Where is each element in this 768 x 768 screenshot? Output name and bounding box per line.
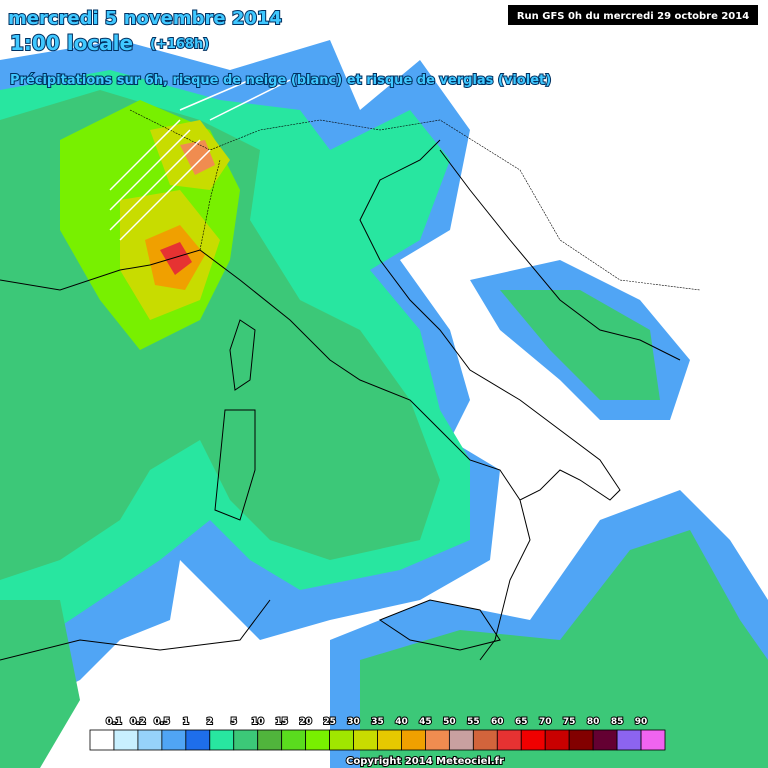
legend-swatch xyxy=(377,729,402,751)
legend-label: 75 xyxy=(563,717,576,727)
legend-label: 45 xyxy=(419,717,432,727)
legend-swatch xyxy=(425,729,450,751)
legend-swatch xyxy=(640,729,666,751)
sardinia xyxy=(214,409,256,521)
africa-coast xyxy=(0,599,271,661)
legend-swatch xyxy=(616,729,642,751)
corsica xyxy=(229,319,256,391)
legend-label: 25 xyxy=(323,717,336,727)
snow-hatch xyxy=(179,79,251,111)
legend-label: 10 xyxy=(251,717,264,727)
precip-red xyxy=(160,242,192,275)
calabria-coast xyxy=(479,499,531,661)
copyright: Copyright 2014 Meteociel.fr xyxy=(346,756,504,767)
legend-label: 40 xyxy=(395,717,408,727)
legend-swatch xyxy=(209,729,235,751)
legend-swatch xyxy=(592,729,618,751)
fr-it-border xyxy=(199,159,221,251)
legend-label: 70 xyxy=(539,717,552,727)
snow-hatch xyxy=(109,129,191,211)
legend-swatch xyxy=(161,729,187,751)
snow-hatch xyxy=(119,149,211,241)
snow-hatch xyxy=(209,79,291,121)
adriatic-coast xyxy=(439,149,681,361)
legend-swatch xyxy=(113,729,139,751)
snow-hatch xyxy=(109,139,201,231)
legend-swatch xyxy=(281,729,307,751)
legend-label: 60 xyxy=(491,717,504,727)
legend-label: 1 xyxy=(183,717,189,727)
legend-swatch xyxy=(305,729,330,751)
legend-swatch xyxy=(185,729,211,751)
legend-label: 20 xyxy=(299,717,312,727)
legend-label: 80 xyxy=(587,717,600,727)
legend-swatch xyxy=(496,729,522,751)
legend-label: 2 xyxy=(207,717,213,727)
legend-swatch xyxy=(137,729,163,751)
legend-swatch xyxy=(472,729,498,751)
map-time: 1:00 locale xyxy=(10,31,133,55)
legend-label: 90 xyxy=(635,717,648,727)
legend-swatch xyxy=(448,729,474,751)
alps-border xyxy=(129,109,701,291)
map-title: mercredi 5 novembre 2014 xyxy=(8,8,282,29)
italy-coast xyxy=(149,139,621,501)
legend-label: 15 xyxy=(275,717,288,727)
snow-risk xyxy=(109,79,291,241)
precip-green xyxy=(0,600,80,768)
legend-swatch xyxy=(329,729,354,751)
legend-swatch xyxy=(520,729,546,751)
run-info: Run GFS 0h du mercredi 29 octobre 2014 xyxy=(517,11,749,22)
legend-label: 65 xyxy=(515,717,528,727)
legend-label: 0.5 xyxy=(154,717,170,727)
legend-label: 0.1 xyxy=(106,717,122,727)
legend-label: 55 xyxy=(467,717,480,727)
legend-label: 30 xyxy=(347,717,360,727)
legend-swatch xyxy=(353,729,378,751)
legend-swatch xyxy=(257,729,283,751)
legend-label: 85 xyxy=(611,717,624,727)
legend-swatch xyxy=(89,729,115,751)
map-subtitle: Précipitations sur 6h, risque de neige (… xyxy=(10,73,551,88)
run-box xyxy=(508,5,758,25)
sicily xyxy=(378,599,501,651)
precip-green xyxy=(360,530,768,768)
legend-label: 35 xyxy=(371,717,384,727)
legend-swatch xyxy=(544,729,570,751)
coastlines xyxy=(0,109,701,661)
precip-green xyxy=(500,290,660,400)
legend-swatch xyxy=(233,729,259,751)
map-lead: (+168h) xyxy=(150,37,209,52)
legend-label: 0.2 xyxy=(130,717,146,727)
legend-label: 50 xyxy=(443,717,456,727)
legend-swatch xyxy=(568,729,594,751)
legend: 0.1 0.2 0.5 1 2 5 10 15 20 25 30 35 40 45 50 55 60 65 70 75… xyxy=(89,716,666,751)
legend-label: 5 xyxy=(231,717,237,727)
legend-swatch xyxy=(401,729,426,751)
precip-orange xyxy=(180,140,215,175)
france-coast xyxy=(0,264,151,291)
snow-hatch xyxy=(109,119,181,191)
